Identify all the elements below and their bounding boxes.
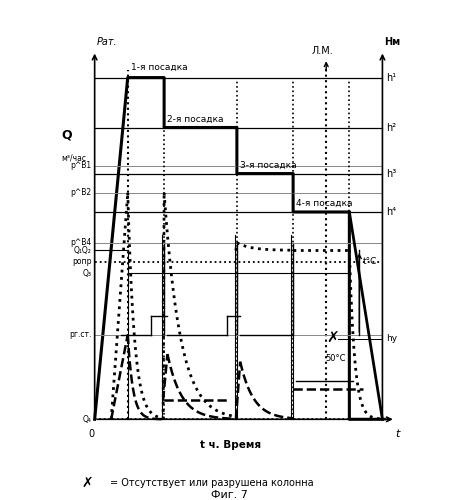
Text: Нм: Нм bbox=[384, 37, 400, 47]
Text: t: t bbox=[396, 429, 400, 439]
Text: h¹: h¹ bbox=[386, 72, 396, 83]
Text: 0: 0 bbox=[88, 429, 94, 439]
Text: Q₄: Q₄ bbox=[82, 415, 91, 424]
Text: Л.М.: Л.М. bbox=[312, 46, 334, 56]
Text: ✗: ✗ bbox=[327, 331, 339, 346]
Text: рг.ст.: рг.ст. bbox=[69, 330, 91, 340]
Text: Q₃: Q₃ bbox=[82, 269, 91, 278]
Text: h³: h³ bbox=[386, 168, 396, 178]
Text: 3-я посадка: 3-я посадка bbox=[240, 160, 297, 170]
Text: 1-я посадка: 1-я посадка bbox=[131, 63, 188, 72]
Text: ✗: ✗ bbox=[81, 476, 93, 490]
Text: = Отсутствует или разрушена колонна: = Отсутствует или разрушена колонна bbox=[110, 478, 314, 488]
Text: p^B2: p^B2 bbox=[70, 188, 91, 198]
Text: h²: h² bbox=[386, 122, 396, 132]
Text: Q: Q bbox=[61, 128, 72, 141]
Text: Q₁Q₂: Q₁Q₂ bbox=[73, 246, 91, 255]
Text: 50°C: 50°C bbox=[326, 354, 346, 363]
Text: p^B4: p^B4 bbox=[70, 238, 91, 247]
Text: hy: hy bbox=[386, 334, 397, 343]
Text: 4-я посадка: 4-я посадка bbox=[296, 199, 353, 208]
Text: t°C: t°C bbox=[363, 258, 377, 266]
Text: Фиг. 7: Фиг. 7 bbox=[211, 490, 247, 500]
Text: t ч. Время: t ч. Время bbox=[200, 440, 261, 450]
Text: h⁴: h⁴ bbox=[386, 207, 396, 217]
Text: p^B1: p^B1 bbox=[70, 162, 91, 170]
Text: рoпр: рoпр bbox=[72, 258, 91, 266]
Text: Pат.: Pат. bbox=[96, 37, 117, 47]
Text: м³/час: м³/час bbox=[61, 154, 87, 162]
Text: 2-я посадка: 2-я посадка bbox=[168, 114, 224, 124]
